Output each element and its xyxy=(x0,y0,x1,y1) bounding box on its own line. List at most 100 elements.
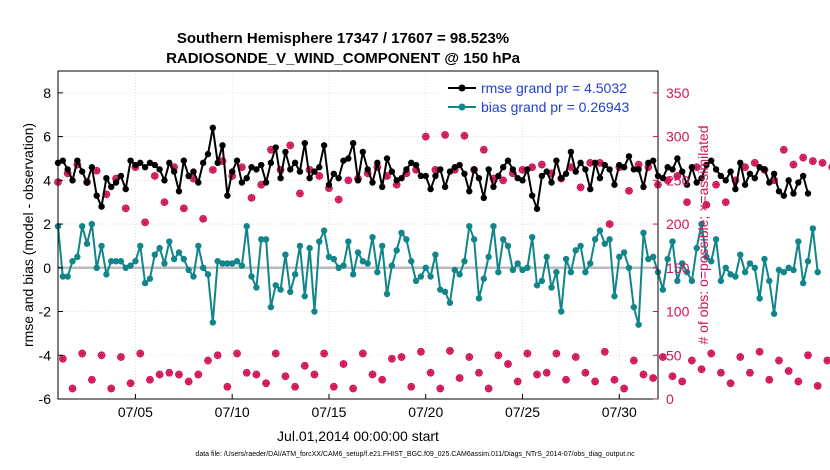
obs-count-point xyxy=(126,379,135,388)
bias-point xyxy=(151,251,158,258)
bias-point xyxy=(64,273,71,280)
rmse-point xyxy=(485,166,492,173)
obs-count-point xyxy=(204,356,212,365)
obs-count-point xyxy=(625,186,633,195)
bias-point xyxy=(538,277,546,285)
obs-assimilated-marker xyxy=(789,160,798,169)
obs-assimilated-marker xyxy=(426,368,435,377)
rmse-point xyxy=(262,179,270,186)
obs-assimilated-marker xyxy=(334,195,343,204)
obs-count-point xyxy=(533,370,541,379)
rmse-point xyxy=(451,164,458,171)
bias-point xyxy=(311,308,318,315)
bias-point xyxy=(485,253,492,261)
obs-assimilated-marker xyxy=(591,377,599,386)
legend: rmse grand pr = 4.5032 bias grand pr = 0… xyxy=(442,73,648,119)
bias-point xyxy=(137,242,144,250)
bias-point xyxy=(751,264,758,271)
obs-assimilated-marker xyxy=(673,172,682,180)
rmse-point xyxy=(601,161,608,169)
legend-box xyxy=(442,73,648,119)
obs-count-point xyxy=(315,172,324,180)
obs-count-point xyxy=(310,370,319,379)
bias-point xyxy=(432,251,439,258)
bias-point xyxy=(775,266,783,274)
rmse-series xyxy=(54,124,812,212)
bias-point xyxy=(741,268,749,276)
bias-point xyxy=(548,284,555,291)
obs-assimilated-marker xyxy=(576,183,585,192)
rmse-point xyxy=(253,166,260,173)
obs-count-point xyxy=(107,384,116,393)
bias-point xyxy=(117,258,125,265)
obs-count-point xyxy=(378,375,387,384)
rmse-point xyxy=(161,177,168,184)
bias-point xyxy=(761,255,768,263)
obs-assimilated-marker xyxy=(238,163,246,172)
obs-assimilated-marker xyxy=(141,218,149,227)
bias-point xyxy=(640,229,647,237)
rmse-point xyxy=(708,157,715,164)
obs-assimilated-marker xyxy=(663,176,672,185)
obs-assimilated-marker xyxy=(155,370,164,379)
y2-tick-label: 100 xyxy=(666,304,690,320)
bias-point xyxy=(103,271,110,278)
bias-point xyxy=(345,238,352,245)
rmse-point xyxy=(737,159,744,167)
bias-point xyxy=(587,260,594,267)
obs-count-point xyxy=(281,372,290,381)
rmse-point xyxy=(316,164,323,171)
bias-point xyxy=(287,288,294,296)
obs-assimilated-marker xyxy=(620,384,628,393)
obs-count-point xyxy=(199,214,208,223)
bias-point xyxy=(790,266,797,274)
obs-assimilated-marker xyxy=(692,163,701,172)
obs-count-point xyxy=(828,164,830,171)
y2-tick-label: 0 xyxy=(666,391,674,407)
obs-assimilated-marker xyxy=(736,353,745,361)
rmse-point xyxy=(195,179,202,186)
obs-assimilated-marker xyxy=(300,361,309,370)
plot-area xyxy=(58,71,658,399)
rmse-point xyxy=(204,150,212,158)
rmse-point xyxy=(214,159,221,167)
obs-assimilated-marker xyxy=(247,194,256,202)
rmse-point xyxy=(108,183,115,191)
obs-assimilated-marker xyxy=(378,375,386,384)
bias-point xyxy=(175,249,183,256)
rmse-point xyxy=(785,177,792,184)
obs-assimilated-marker xyxy=(504,360,512,368)
obs-count-point xyxy=(184,377,193,386)
obs-count-point xyxy=(576,183,585,192)
bias-point xyxy=(804,258,812,265)
rmse-point xyxy=(678,168,686,175)
obs-count-point xyxy=(658,353,667,361)
obs-assimilated-marker xyxy=(494,351,503,360)
obs-assimilated-marker xyxy=(775,356,783,365)
rmse-point xyxy=(490,183,497,191)
rmse-point xyxy=(582,166,589,173)
bias-point xyxy=(238,262,246,269)
rmse-point xyxy=(403,166,410,173)
rmse-point xyxy=(732,185,739,193)
obs-assimilated-marker xyxy=(276,166,285,174)
x-tick-label: 07/20 xyxy=(408,404,443,420)
rmse-point xyxy=(688,164,696,171)
obs-count-point xyxy=(358,349,367,358)
obs-assimilated-marker xyxy=(213,351,222,360)
rmse-point xyxy=(587,185,594,193)
rmse-point xyxy=(335,174,342,182)
bias-point xyxy=(93,264,100,271)
obs-assimilated-marker xyxy=(649,374,657,382)
obs-count-point xyxy=(484,384,493,393)
bias-point xyxy=(291,271,299,278)
obs-count-point xyxy=(455,374,464,382)
obs-assimilated-marker xyxy=(697,365,706,374)
bias-point xyxy=(799,279,807,287)
rmse-point xyxy=(683,181,691,188)
obs-assimilated-marker xyxy=(813,382,822,390)
obs-count-point xyxy=(813,382,822,390)
bias-point xyxy=(132,258,139,265)
obs-count-point xyxy=(479,145,488,154)
